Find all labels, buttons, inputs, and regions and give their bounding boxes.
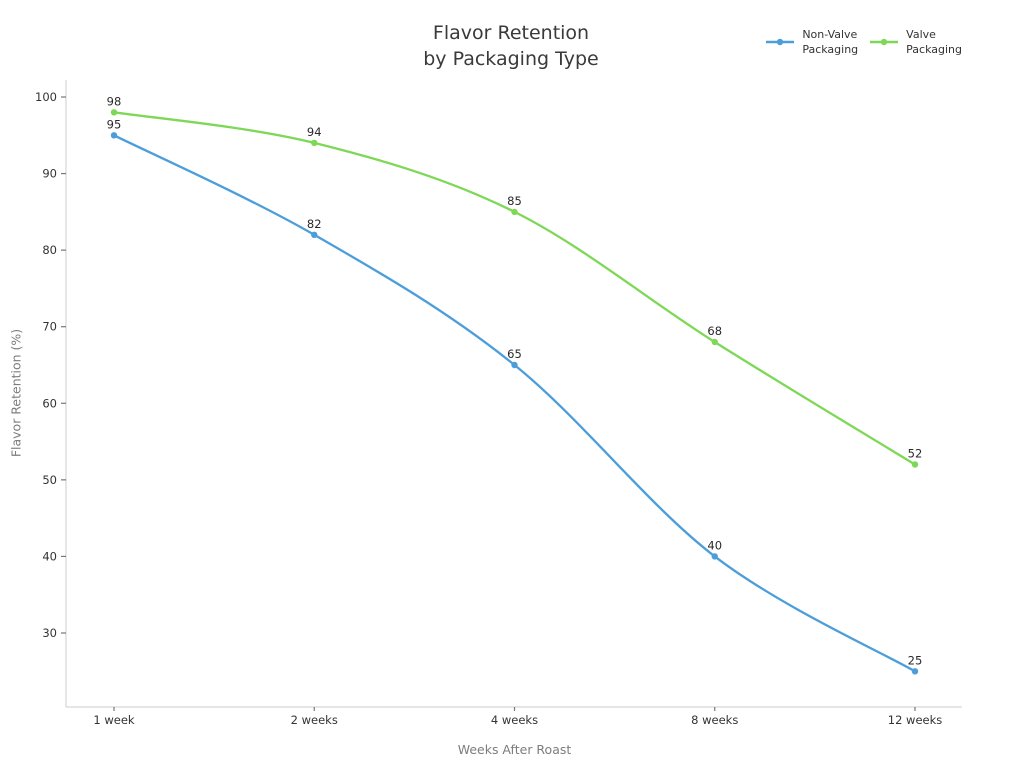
data-point-marker bbox=[311, 231, 318, 238]
data-point-label: 98 bbox=[107, 94, 122, 108]
data-point-label: 82 bbox=[307, 217, 322, 231]
chart-title-line1: Flavor Retention bbox=[432, 22, 590, 44]
legend-swatch-line-icon bbox=[766, 38, 795, 46]
data-point-marker bbox=[911, 668, 919, 675]
x-tick-label: 1 week bbox=[93, 713, 135, 727]
x-tick-label: 2 weeks bbox=[291, 713, 338, 727]
legend-swatch-line-icon bbox=[870, 38, 899, 46]
data-point-marker bbox=[110, 132, 118, 139]
x-tick-label: 4 weeks bbox=[491, 713, 538, 727]
data-point-label: 25 bbox=[908, 653, 923, 667]
data-point-label: 40 bbox=[707, 538, 722, 552]
y-tick-label: 60 bbox=[42, 396, 57, 410]
data-point-label: 95 bbox=[107, 117, 122, 131]
y-tick-label: 80 bbox=[42, 243, 57, 257]
data-point-marker bbox=[911, 461, 919, 468]
data-point-marker bbox=[711, 338, 718, 346]
data-point-marker bbox=[110, 109, 118, 116]
y-tick-label: 40 bbox=[42, 549, 57, 563]
data-point-label: 65 bbox=[507, 347, 522, 361]
legend-item: Non-Valve Packaging bbox=[765, 27, 858, 57]
legend-item: Valve Packaging bbox=[869, 27, 962, 57]
data-point-label: 52 bbox=[908, 447, 923, 461]
legend-label: Non-Valve Packaging bbox=[802, 28, 859, 56]
data-point-marker bbox=[511, 361, 518, 369]
data-point-marker bbox=[711, 553, 718, 560]
y-tick-label: 100 bbox=[35, 90, 57, 104]
data-point-label: 68 bbox=[707, 324, 722, 338]
y-tick-label: 50 bbox=[42, 473, 57, 487]
chart-title-line2: by Packaging Type bbox=[423, 48, 599, 70]
chart-title: Flavor Retention by Packaging Type bbox=[0, 20, 1022, 72]
y-tick-label: 90 bbox=[42, 167, 57, 181]
y-tick-label: 30 bbox=[42, 626, 57, 640]
legend-label: Valve Packaging bbox=[906, 28, 962, 56]
chart-legend: Non-Valve Packaging Valve Packaging bbox=[765, 27, 962, 57]
series-line-valve-packaging bbox=[112, 111, 917, 466]
y-tick-label: 70 bbox=[42, 320, 57, 334]
x-axis-title: Weeks After Roast bbox=[457, 742, 572, 757]
x-tick-label: 8 weeks bbox=[691, 713, 738, 727]
data-point-marker bbox=[311, 139, 318, 147]
data-point-label: 94 bbox=[307, 125, 322, 139]
data-point-label: 85 bbox=[507, 194, 522, 208]
x-tick-label: 12 weeks bbox=[888, 713, 943, 727]
data-point-marker bbox=[511, 208, 518, 216]
series-line-non-valve-packaging bbox=[112, 134, 917, 673]
